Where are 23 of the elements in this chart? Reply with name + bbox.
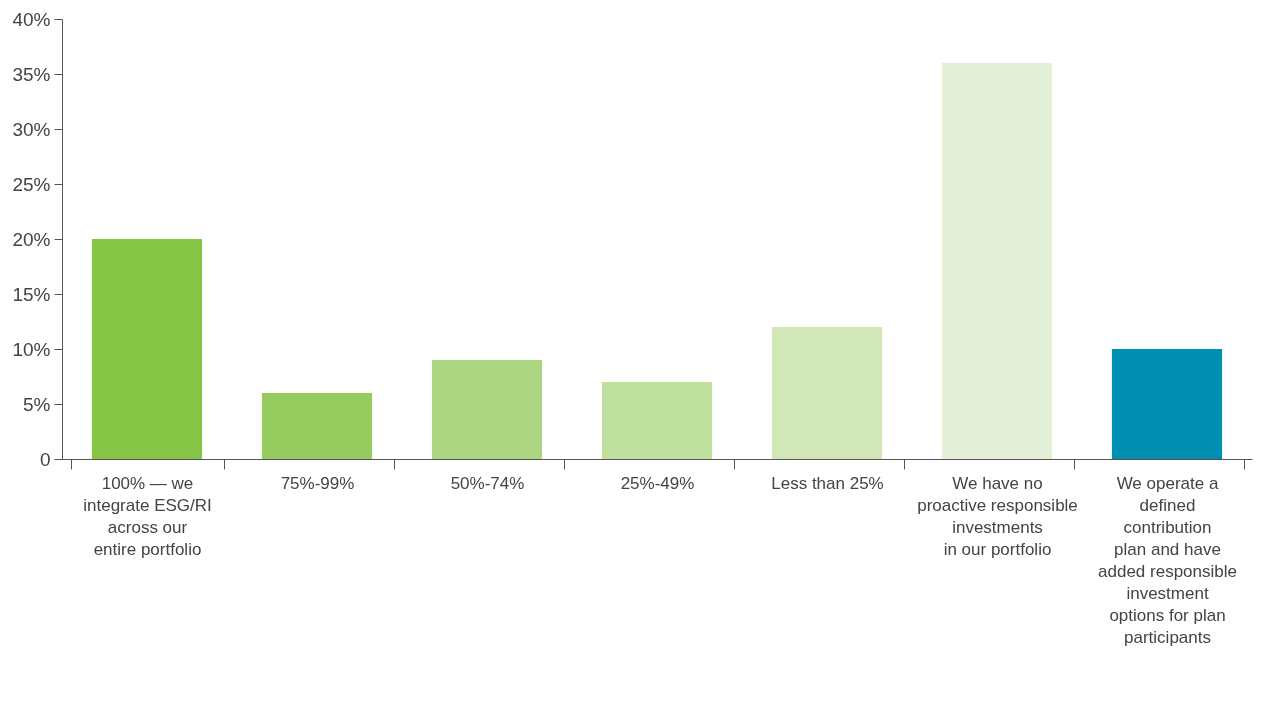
x-tick-label: 75%-99% [280, 473, 355, 493]
y-tick-label: 20% [12, 228, 51, 250]
x-tick-label: 100% — we integrate ESG/RI across our entire portfolio [83, 473, 212, 559]
x-tick-label: Less than 25% [771, 473, 884, 493]
y-tick-label: 0 [39, 448, 51, 470]
y-tick-label: 10% [12, 338, 51, 360]
y-tick-label: 35% [12, 63, 51, 85]
y-tick-label: 25% [12, 173, 51, 195]
y-tick-label: 5% [23, 393, 51, 415]
bar [601, 382, 713, 459]
bar [1111, 349, 1223, 459]
x-tick-label: 25%-49% [620, 473, 695, 493]
y-tick-label: 40% [12, 8, 51, 30]
y-tick-label: 15% [12, 283, 51, 305]
bar [91, 239, 203, 459]
y-tick-label: 30% [12, 118, 51, 140]
bar [431, 360, 543, 459]
bar [771, 327, 883, 459]
bar [261, 393, 373, 459]
x-tick-label: We have no proactive responsible investments in our portfolio [917, 473, 1078, 559]
x-tick-label: We operate a defined contribution plan and have added responsible investment options for plan participants [1098, 473, 1237, 647]
bar [941, 63, 1053, 459]
x-tick-label: 50%-74% [450, 473, 525, 493]
